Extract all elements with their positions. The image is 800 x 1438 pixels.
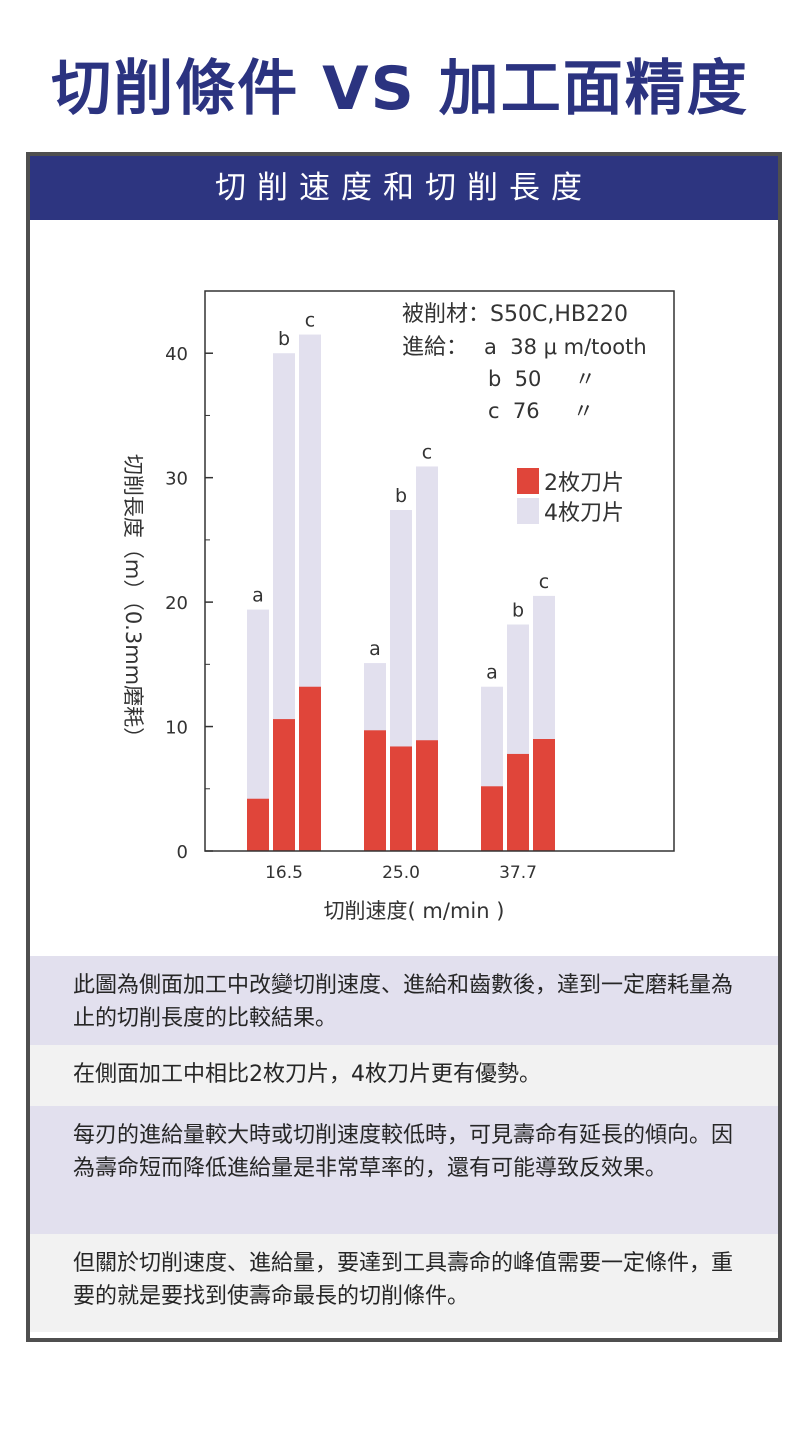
annotations-group: 被削材：S50C,HB220 進給： a 38 μ m/tooth b 50 〃 c 7… [402, 302, 647, 423]
x-axis-label: 切削速度( m/min ) [324, 899, 505, 923]
panel-header: 切削速度和切削長度 [30, 156, 778, 220]
bar-label: c [305, 310, 315, 332]
legend-swatch [517, 468, 539, 494]
legend-swatch [517, 498, 539, 524]
x-tick-label: 25.0 [382, 863, 420, 883]
bar-2-inserts [481, 786, 503, 851]
note-item: 在側面加工中相比2枚刀片，4枚刀片更有優勢。 [30, 1045, 778, 1106]
bar-label: c [539, 571, 549, 593]
y-axis-label: 切削長度（m）（0.3mm磨耗） [121, 454, 145, 748]
bar-label: c [422, 441, 432, 463]
y-tick-label: 40 [165, 344, 188, 365]
feed-annotation: a 38 μ m/tooth [484, 335, 647, 359]
note-item: 但關於切削速度、進給量，要達到工具壽命的峰值需要一定條件，重要的就是要找到使壽命… [30, 1234, 778, 1332]
y-tick-label: 10 [165, 718, 188, 739]
y-tick-label: 30 [165, 469, 188, 490]
material-annotation: 被削材：S50C,HB220 [402, 302, 628, 327]
legend-label: 2枚刀片 [544, 471, 624, 496]
bar-label: b [395, 485, 407, 507]
bar-label: b [512, 600, 524, 622]
bar-2-inserts [247, 798, 269, 851]
bar-label: b [278, 328, 290, 350]
notes-list: 此圖為側面加工中改變切削速度、進給和齒數後，達到一定磨耗量為止的切削長度的比較結… [30, 956, 778, 1332]
y-tick-label: 20 [165, 593, 188, 614]
x-ticks-group: 16.5 25.0 37.7 [265, 863, 537, 883]
feed-annotation: c 76 〃 [488, 399, 594, 423]
plot-frame [204, 290, 675, 852]
y-ticks-group: 0 10 20 30 40 [165, 344, 213, 863]
bar-2-inserts [273, 719, 295, 851]
bar-label: a [369, 638, 381, 660]
bar-2-inserts [299, 686, 321, 851]
bar-2-inserts [364, 730, 386, 851]
bar-2-inserts [533, 739, 555, 851]
feed-annotation: b 50 〃 [488, 367, 596, 391]
bar-4-inserts [247, 609, 269, 851]
bar-2-inserts [507, 753, 529, 851]
feed-annotation-header: 進給： [402, 335, 468, 360]
bar-label: a [252, 585, 264, 607]
legend-label: 4枚刀片 [544, 501, 624, 526]
y-tick-label: 0 [177, 842, 188, 863]
note-item: 每刃的進給量較大時或切削速度較低時，可見壽命有延長的傾向。因為壽命短而降低進給量… [30, 1106, 778, 1234]
bar-2-inserts [416, 740, 438, 851]
note-item: 此圖為側面加工中改變切削速度、進給和齒數後，達到一定磨耗量為止的切削長度的比較結… [30, 956, 778, 1045]
x-tick-label: 16.5 [265, 863, 303, 883]
legend: 2枚刀片 4枚刀片 [517, 468, 624, 526]
x-tick-label: 37.7 [499, 863, 537, 883]
bar-2-inserts [390, 746, 412, 851]
page-title: 切削條件 VS 加工面精度 [51, 54, 749, 124]
bar-label: a [486, 662, 498, 684]
